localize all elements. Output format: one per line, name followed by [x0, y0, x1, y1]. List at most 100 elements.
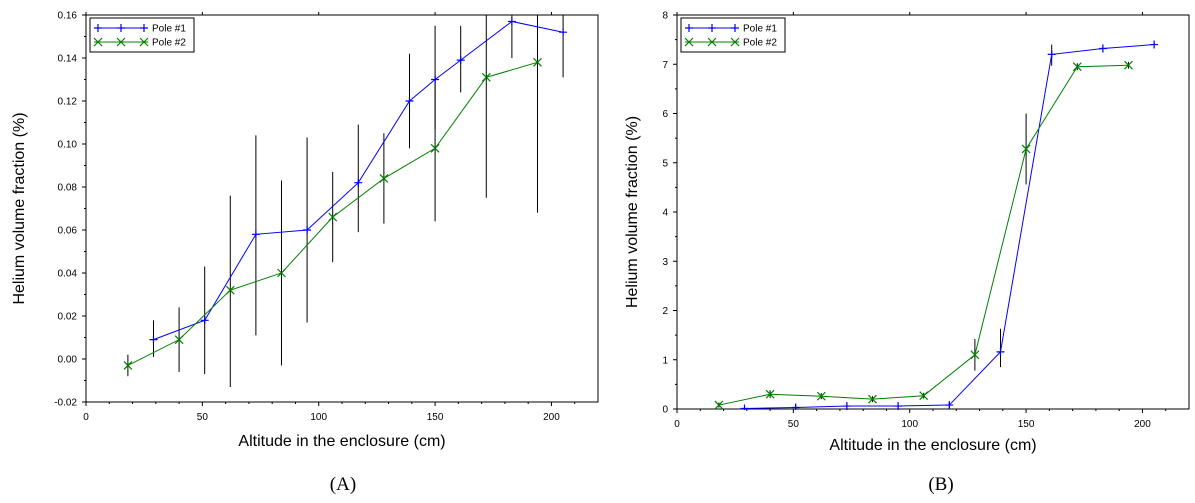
data-point-pole1: [431, 75, 440, 84]
data-point-pole2: [277, 268, 286, 278]
x-tick-label: 150: [427, 412, 444, 423]
data-point-pole2: [1072, 62, 1082, 72]
data-point-pole1: [842, 402, 851, 410]
data-point-pole1: [405, 97, 414, 105]
y-tick-label: 8: [662, 11, 668, 22]
data-point-pole2: [225, 285, 235, 295]
series-line-2: [718, 64, 1129, 406]
y-tick-label: 0.04: [58, 269, 78, 280]
x-tick-label: 0: [83, 412, 89, 423]
y-tick-label: 0.00: [58, 355, 78, 366]
y-tick-label: 0.06: [58, 226, 78, 237]
legend-marker: [684, 37, 694, 47]
data-point-pole1: [1047, 50, 1056, 59]
data-layer: [714, 40, 1159, 410]
data-point-pole1: [945, 401, 954, 410]
y-tick-label: -0.02: [54, 398, 77, 409]
legend-marker: [93, 37, 103, 47]
data-point-pole1: [1150, 40, 1159, 49]
plot-frame: [85, 14, 599, 403]
x-tick-label: 50: [197, 412, 209, 423]
data-point-pole2: [868, 394, 877, 404]
data-point-pole1: [200, 316, 209, 325]
y-tick-label: 3: [662, 257, 668, 268]
legend-marker: [140, 24, 148, 32]
x-tick-label: 0: [674, 419, 680, 430]
data-point-pole1: [251, 230, 260, 239]
legend-marker: [708, 24, 716, 32]
y-tick-label: 4: [662, 208, 668, 219]
series-line-1: [744, 44, 1155, 410]
data-point-pole2: [919, 391, 929, 401]
data-point-pole2: [816, 391, 826, 401]
x-tick-label: 200: [1134, 419, 1151, 430]
chart-a: 0 50 100 150 200 -0.02 0.00 0.02 0.04 0.06 0.08 0.1…: [11, 11, 599, 495]
legend-box: [680, 17, 786, 53]
y-axis-label: Helium volume fraction (%): [624, 116, 641, 308]
legend-marker: [116, 37, 126, 47]
data-point-pole2: [430, 143, 440, 153]
legend-marker: [730, 37, 740, 47]
panel-label: (B): [928, 474, 953, 495]
y-tick-label: 2: [662, 306, 668, 317]
legend-marker: [685, 24, 693, 32]
y-tick-label: 1: [662, 355, 668, 366]
legend-marker: [139, 37, 149, 47]
data-point-pole2: [1021, 144, 1031, 154]
panel-label: (A): [330, 474, 356, 495]
x-tick-label: 100: [310, 412, 327, 423]
data-layer: [123, 15, 568, 387]
data-point-pole1: [791, 403, 800, 410]
data-point-pole1: [507, 17, 516, 26]
y-tick-label: 5: [662, 158, 668, 169]
data-point-pole1: [559, 28, 568, 37]
legend-marker: [707, 37, 717, 47]
data-point-pole1: [996, 347, 1005, 356]
data-point-pole1: [456, 56, 465, 65]
data-point-pole2: [533, 57, 542, 67]
data-point-pole1: [740, 404, 749, 410]
legend-label: Pole #1: [743, 24, 777, 35]
chart-b: 0 50 100 150 200 0 1 2 3 4 5 6 7 8 Altitude in the enc…: [624, 11, 1190, 495]
y-tick-label: 0.02: [58, 312, 78, 323]
y-tick-label: 7: [662, 60, 668, 71]
data-point-pole1: [354, 178, 363, 187]
data-point-pole2: [714, 400, 724, 410]
data-point-pole1: [1098, 44, 1107, 53]
plot-frame: [676, 14, 1190, 410]
data-point-pole2: [970, 350, 980, 360]
legend-marker: [94, 24, 102, 32]
y-tick-label: 0.16: [58, 11, 78, 22]
legend-box: [89, 17, 195, 53]
data-point-pole2: [379, 173, 389, 183]
legend-marker: [117, 24, 125, 32]
legend-label: Pole #1: [152, 24, 186, 35]
x-tick-label: 200: [543, 412, 560, 423]
data-point-pole2: [481, 72, 491, 82]
x-tick-label: 100: [901, 419, 918, 430]
data-point-pole2: [174, 335, 184, 345]
y-tick-label: 0.12: [58, 97, 78, 108]
series-line-1: [153, 20, 564, 341]
y-tick-label: 0: [662, 405, 668, 416]
x-axis-label: Altitude in the enclosure (cm): [829, 437, 1036, 454]
data-point-pole1: [149, 335, 158, 344]
x-tick-label: 50: [788, 419, 800, 430]
y-tick-label: 0.08: [58, 183, 78, 194]
data-point-pole2: [328, 212, 338, 222]
legend: Pole #1 Pole #2: [680, 17, 786, 53]
legend: Pole #1 Pole #2: [89, 17, 195, 53]
data-point-pole2: [1124, 60, 1133, 70]
legend-label: Pole #2: [152, 38, 186, 49]
data-point-pole1: [894, 402, 903, 410]
y-axis-label: Helium volume fraction (%): [11, 112, 28, 304]
data-point-pole2: [123, 361, 133, 370]
data-point-pole1: [303, 226, 312, 234]
y-tick-label: 6: [662, 109, 668, 120]
x-axis-label: Altitude in the enclosure (cm): [238, 433, 445, 450]
x-tick-label: 150: [1018, 419, 1035, 430]
y-tick-label: 0.10: [58, 140, 78, 151]
legend-marker: [731, 24, 739, 32]
legend-label: Pole #2: [743, 38, 777, 49]
